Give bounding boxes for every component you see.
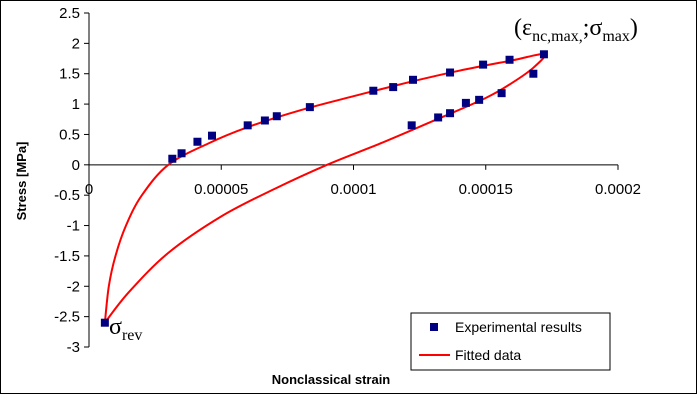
data-point	[505, 55, 514, 64]
annotation-max-main: (ε	[514, 15, 532, 41]
annotation-rev: σrev	[109, 314, 142, 344]
data-point	[434, 113, 443, 122]
data-point	[446, 109, 455, 118]
data-point	[260, 116, 269, 125]
data-point	[497, 89, 506, 98]
legend: Experimental results Fitted data	[410, 312, 611, 371]
annotation-rev-sub: rev	[122, 327, 142, 344]
legend-marker-experimental	[430, 323, 438, 331]
data-point	[461, 98, 470, 107]
data-point	[475, 95, 484, 104]
experimental-results-series	[100, 50, 548, 327]
y-tick-label: -1	[67, 218, 80, 235]
y-tick-label: -2.5	[54, 309, 80, 326]
data-point	[529, 69, 538, 78]
legend-label-experimental: Experimental results	[455, 319, 582, 335]
data-point	[446, 68, 455, 77]
x-tick-label: 0	[85, 181, 93, 198]
x-tick-label: 0.00005	[194, 181, 248, 198]
x-axis-title: Nonclassical strain	[272, 372, 391, 387]
y-tick-label: -2	[67, 278, 80, 295]
data-point	[305, 103, 314, 112]
data-point	[177, 149, 186, 158]
y-tick-label: -1.5	[54, 248, 80, 265]
data-point	[407, 121, 416, 130]
data-point	[272, 112, 281, 121]
annotation-max-mid: ;σ	[583, 15, 603, 41]
data-point	[243, 121, 252, 130]
x-tick-labels: 0 0.00005 0.0001 0.00015 0.0002	[85, 181, 641, 198]
data-point	[409, 75, 418, 84]
x-tick-label: 0.0001	[331, 181, 377, 198]
annotation-max-sub1: nc,max,	[532, 28, 583, 45]
y-tick-label: 2.5	[59, 5, 80, 22]
x-tick-label: 0.0002	[595, 181, 641, 198]
annotation-max: (εnc,max,;σmax)	[514, 15, 638, 45]
data-point	[389, 83, 398, 92]
legend-box	[410, 312, 611, 371]
axes	[84, 12, 619, 348]
y-tick-label: -0.5	[54, 187, 80, 204]
data-point	[207, 131, 216, 140]
x-tick-label: 0.00015	[459, 181, 513, 198]
data-point	[193, 137, 202, 146]
annotation-max-end: )	[630, 15, 638, 41]
y-tick-label: 2	[72, 35, 80, 52]
y-tick-labels: 2.5 2 1.5 1 0.5 0 -0.5 -1 -1.5 -2 -2.5 -3	[54, 5, 80, 356]
y-axis-title: Stress [MPa]	[14, 142, 29, 221]
y-tick-label: 1.5	[59, 66, 80, 83]
annotation-rev-main: σ	[109, 314, 122, 340]
data-point	[369, 86, 378, 95]
annotation-max-sub2: max	[602, 28, 630, 45]
y-tick-label: 0	[72, 157, 80, 174]
y-tick-label: 0.5	[59, 126, 80, 143]
data-point	[539, 50, 548, 59]
data-point	[168, 154, 177, 163]
y-tick-label: 1	[72, 96, 80, 113]
y-tick-label: -3	[67, 339, 80, 356]
data-point	[479, 60, 488, 69]
legend-label-fitted: Fitted data	[455, 347, 521, 363]
data-point	[100, 318, 109, 327]
